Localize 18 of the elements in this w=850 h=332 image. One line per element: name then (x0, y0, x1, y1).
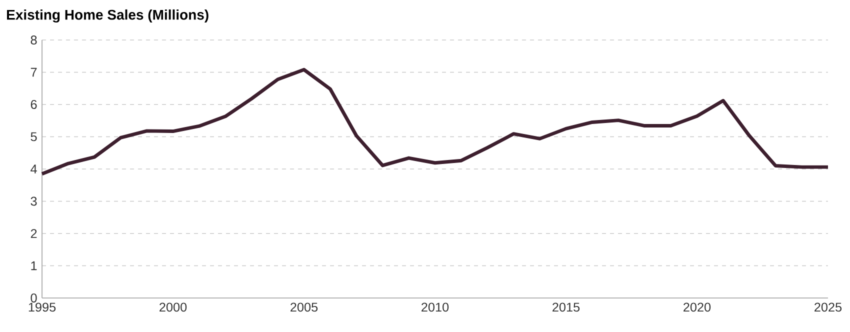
x-tick-label: 2005 (290, 302, 318, 312)
y-tick-label: 5 (30, 132, 37, 142)
y-tick-label: 2 (30, 229, 37, 238)
x-tick-label: 2025 (814, 302, 842, 312)
y-tick-label: 3 (30, 196, 37, 206)
y-tick-label: 0 (30, 294, 37, 302)
line-series (40, 68, 830, 176)
x-tick-label: 2000 (160, 302, 187, 312)
y-tick-label: 4 (30, 164, 37, 174)
x-tick-label: 2020 (684, 302, 711, 312)
y-tick-label: 1 (31, 261, 37, 270)
x-tick-label: 1995 (28, 302, 56, 312)
x-tick-label: 2015 (552, 302, 580, 312)
y-tick-label: 7 (30, 68, 37, 77)
chart-title: Existing Home Sales (Millions) (7, 9, 208, 23)
y-tick-label: 8 (30, 36, 37, 44)
y-tick-label: 6 (30, 100, 37, 109)
x-tick-label: 2010 (422, 302, 449, 312)
